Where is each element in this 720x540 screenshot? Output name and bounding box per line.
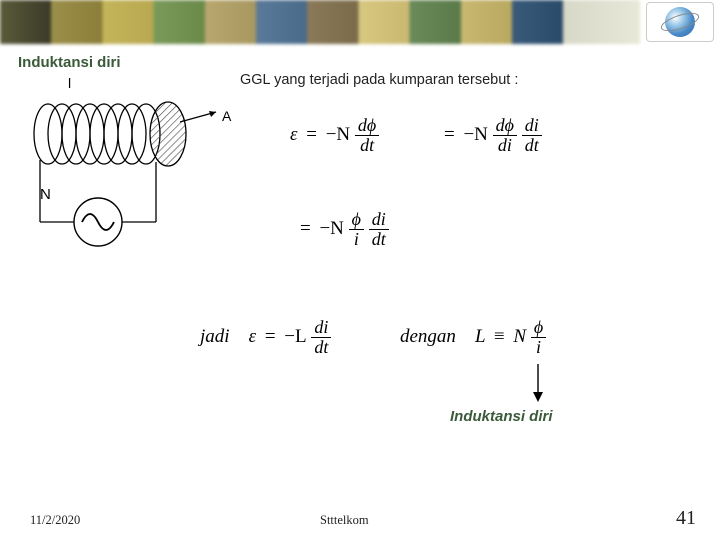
footer-page: 41 (676, 507, 696, 530)
diagram-label-l: l (68, 75, 71, 91)
equation-1a: ε = −N dϕdt (290, 116, 379, 156)
result-label: Induktansi diri (450, 408, 553, 425)
logo-box (646, 2, 714, 42)
globe-icon (665, 7, 695, 37)
diagram-label-N: N (40, 186, 51, 203)
diagram-label-A: A (222, 108, 231, 124)
eq-epsilon: ε (290, 124, 298, 145)
banner-strip (0, 0, 640, 44)
slide-title: Induktansi diri (18, 54, 121, 71)
equation-2: = −N ϕi didt (296, 210, 389, 250)
equation-1b: = −N dϕdi didt (440, 116, 542, 156)
arrow-down-icon (528, 362, 548, 404)
equation-3b: dengan L ≡ N ϕi (400, 318, 546, 358)
slide-subtitle: GGL yang terjadi pada kumparan tersebut … (240, 72, 518, 88)
footer-center: Stttelkom (320, 513, 369, 528)
equation-3a: jadi ε = −L didt (200, 318, 331, 358)
slide-banner (0, 0, 720, 44)
footer-date: 11/2/2020 (30, 513, 80, 528)
inductor-diagram (18, 94, 228, 254)
